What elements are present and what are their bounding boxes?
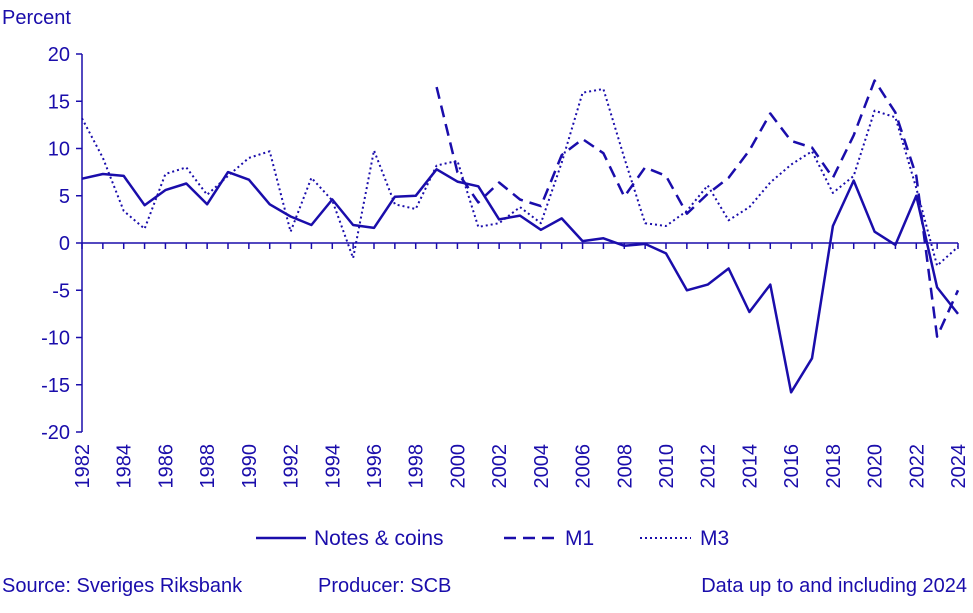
legend: Notes & coins M1 M3: [256, 527, 729, 550]
x-tick-label: 1996: [364, 444, 386, 489]
x-tick-label: 1994: [322, 444, 344, 489]
x-tick-label: 2014: [739, 444, 761, 489]
x-tick-label: 2002: [489, 444, 511, 489]
y-axis-label: Percent: [2, 7, 71, 29]
data-note-text: Data up to and including 2024: [701, 575, 967, 597]
x-tick-label: 1986: [155, 444, 177, 489]
footer: Source: Sveriges Riksbank Producer: SCB …: [0, 575, 973, 605]
x-tick-label: 2010: [656, 444, 678, 489]
x-tick-label: 2012: [698, 444, 720, 489]
x-tick-label: 1984: [114, 444, 136, 489]
producer-text: Producer: SCB: [318, 575, 452, 597]
legend-label: Notes & coins: [314, 527, 444, 550]
x-tick-label: 2008: [614, 444, 636, 489]
x-tick-label: 2022: [906, 444, 928, 489]
series-line-notes-coins: [81, 168, 959, 394]
x-tick-label: 2000: [447, 444, 469, 489]
y-tick-label: 20: [48, 44, 70, 66]
x-tick-label: 1998: [406, 444, 428, 489]
y-tick-label: -15: [41, 375, 70, 397]
legend-label: M1: [565, 527, 594, 550]
x-axis: 1982 1984 1986 1988 1990 1992 1994 1996 1998 2000…: [72, 243, 970, 489]
y-tick-label: 10: [48, 139, 70, 161]
x-tick-label: 2020: [865, 444, 887, 489]
x-tick-label: 2006: [573, 444, 595, 489]
series-line-m3: [81, 88, 959, 267]
x-tick-label: 1990: [239, 444, 261, 489]
series-line-m1: [435, 79, 960, 338]
x-tick-label: 1992: [281, 444, 303, 489]
x-tick-label: 2016: [781, 444, 803, 489]
y-tick-label: 0: [59, 233, 70, 255]
x-tick-label: 2018: [823, 444, 845, 489]
x-tick-label: 1982: [72, 444, 94, 489]
y-tick-label: -20: [41, 422, 70, 444]
y-tick-label: -5: [52, 280, 70, 302]
y-tick-label: 15: [48, 91, 70, 113]
source-text: Source: Sveriges Riksbank: [2, 575, 243, 597]
x-tick-label: 1988: [197, 444, 219, 489]
series-lines: [81, 79, 960, 394]
y-axis: 20 15 10 5 0 -5 -10 -15 -20: [41, 44, 82, 444]
x-tick-label: 2024: [948, 444, 970, 489]
legend-label: M3: [700, 527, 729, 550]
x-tick-label: 2004: [531, 444, 553, 489]
y-tick-label: 5: [59, 186, 70, 208]
y-tick-label: -10: [41, 328, 70, 350]
